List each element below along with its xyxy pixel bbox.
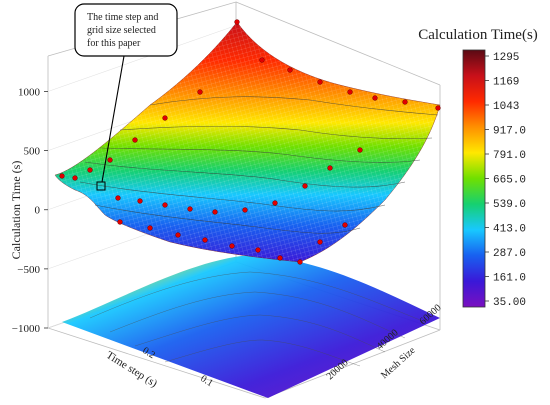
sample-point	[187, 206, 193, 212]
sample-point	[435, 105, 441, 111]
colorbar-tick-label: 539.0	[493, 199, 526, 211]
sample-point	[327, 165, 333, 171]
sample-point	[115, 195, 121, 201]
colorbar-tick-label: 665.0	[493, 175, 526, 187]
z-axis-ticks: 1000 500 0 −500 −1000	[12, 86, 48, 335]
colorbar-title: Calculation Time(s)	[418, 27, 538, 43]
colorbar-tick-label: 35.00	[493, 297, 526, 309]
sample-point	[175, 232, 181, 238]
z-tick-label: −500	[17, 264, 40, 276]
sample-point	[347, 89, 353, 95]
sample-point	[234, 19, 240, 25]
sample-point	[87, 167, 93, 173]
sample-point	[132, 137, 138, 143]
sample-point	[372, 95, 378, 101]
z-tick-label: −1000	[12, 323, 41, 335]
colorbar	[462, 49, 486, 308]
colorbar-tick-label: 413.0	[493, 224, 526, 236]
annotation: The time step and grid size selected for…	[74, 3, 178, 183]
z-tick-label: 500	[24, 146, 41, 158]
sample-point	[317, 79, 323, 85]
sample-point	[197, 89, 203, 95]
sample-point	[255, 247, 261, 253]
sample-point	[297, 259, 303, 265]
sample-point	[137, 198, 143, 204]
colorbar-tick-label: 287.0	[493, 248, 526, 260]
sample-point	[402, 99, 408, 105]
gridline	[47, 25, 237, 92]
sample-point	[287, 67, 293, 73]
sample-point	[107, 157, 113, 163]
mesh-size-axis-label: Mesh Size	[379, 345, 418, 382]
sample-point	[317, 239, 323, 245]
sample-point	[229, 243, 235, 249]
sample-point	[117, 219, 123, 225]
colorbar-tick-label: 791.0	[493, 150, 526, 162]
colorbar-tick-label: 917.0	[493, 126, 526, 138]
sample-point	[162, 115, 168, 121]
surface-contour-lines	[79, 96, 439, 234]
sample-point	[302, 183, 308, 189]
sample-point	[259, 57, 265, 63]
surface-mesh	[55, 22, 440, 262]
sample-point	[162, 202, 168, 208]
colorbar-tick-label: 1295	[493, 52, 519, 64]
sample-point	[147, 225, 153, 231]
colorbar-ticks: 1295 1169 1043 917.0 791.0 665.0 539.0 413.0 287…	[485, 52, 526, 309]
colorbar-tick-label: 161.0	[493, 273, 526, 285]
sample-point	[357, 147, 363, 153]
sample-point	[212, 209, 218, 215]
annotation-text: The time step and grid size selected for…	[87, 12, 161, 49]
sample-point	[272, 200, 278, 206]
floor-contour-lines	[89, 271, 426, 367]
z-axis-label: Calculation Time (s)	[9, 161, 23, 260]
z-tick-label: 1000	[18, 86, 41, 98]
sample-point	[59, 173, 65, 179]
sample-point	[277, 255, 283, 261]
z-tick-label: 0	[35, 205, 41, 217]
sample-point	[242, 207, 248, 213]
sample-points	[59, 19, 441, 265]
colorbar-tick-label: 1169	[493, 77, 519, 89]
floor-contour	[62, 255, 440, 398]
selected-point-marker	[96, 181, 106, 191]
colorbar-tick-label: 1043	[493, 101, 519, 113]
sample-point	[342, 222, 348, 228]
sample-point	[72, 175, 78, 181]
sample-point	[202, 237, 208, 243]
